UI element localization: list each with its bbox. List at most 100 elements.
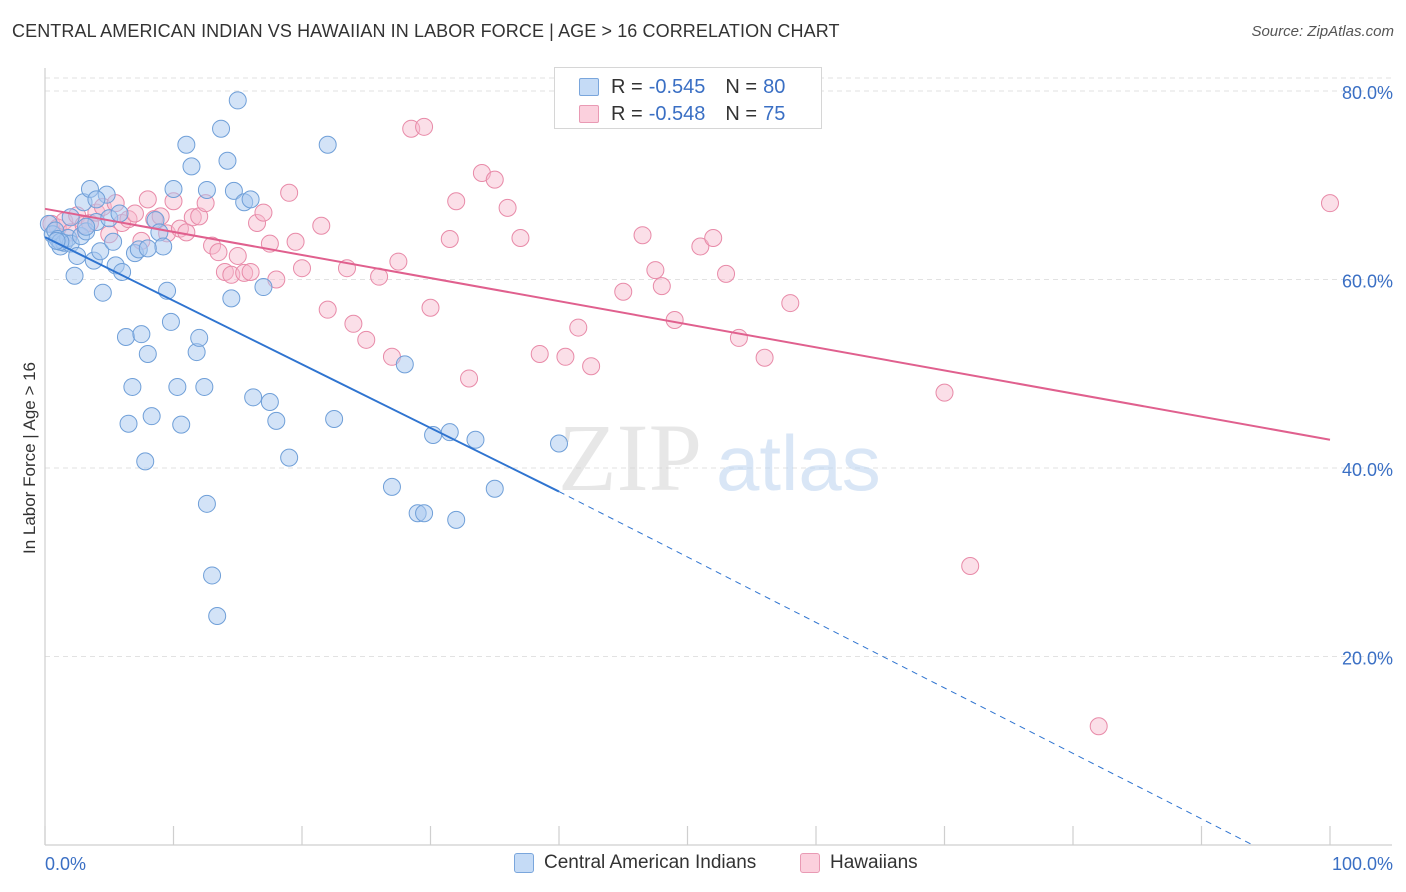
x-tick-label: 0.0% bbox=[45, 854, 86, 874]
legend-r-value: -0.548 bbox=[648, 102, 706, 125]
data-point-hawaiians bbox=[498, 198, 517, 217]
data-point-central-american-indians bbox=[177, 135, 196, 154]
data-point-central-american-indians bbox=[228, 91, 247, 110]
data-point-hawaiians bbox=[781, 294, 800, 313]
data-point-central-american-indians bbox=[116, 327, 135, 346]
data-point-hawaiians bbox=[691, 237, 710, 256]
trend-lines bbox=[44, 207, 1331, 846]
data-point-central-american-indians bbox=[244, 388, 263, 407]
data-point-hawaiians bbox=[209, 243, 228, 262]
legend-n-label: N = bbox=[725, 75, 758, 98]
data-point-central-american-indians bbox=[197, 494, 216, 513]
data-point-central-american-indians bbox=[119, 414, 138, 433]
data-point-central-american-indians bbox=[168, 377, 187, 396]
data-point-hawaiians bbox=[318, 300, 337, 319]
bottom-legend-item-central-american-indians[interactable]: Central American Indians bbox=[514, 852, 756, 874]
data-point-hawaiians bbox=[228, 246, 247, 265]
data-point-hawaiians bbox=[447, 192, 466, 211]
axis-labels: 20.0% 40.0% 60.0% 80.0% 0.0% 100.0% In Labor F… bbox=[20, 83, 1393, 874]
legend-n-value: 80 bbox=[763, 75, 786, 98]
bottom-legend-label: Central American Indians bbox=[544, 852, 757, 873]
data-point-central-american-indians bbox=[212, 119, 231, 138]
data-point-central-american-indians bbox=[466, 430, 485, 449]
data-point-hawaiians bbox=[286, 232, 305, 251]
data-point-central-american-indians bbox=[267, 411, 286, 430]
legend-n-value: 75 bbox=[763, 102, 786, 125]
data-point-hawaiians bbox=[646, 261, 665, 280]
data-point-central-american-indians bbox=[136, 452, 155, 471]
bottom-legend-label: Hawaiians bbox=[830, 852, 918, 873]
data-point-hawaiians bbox=[248, 213, 267, 232]
data-point-hawaiians bbox=[485, 170, 504, 189]
data-point-central-american-indians bbox=[138, 344, 157, 363]
data-point-central-american-indians bbox=[203, 566, 222, 585]
data-point-central-american-indians bbox=[550, 434, 568, 453]
legend-swatch-blue bbox=[579, 78, 599, 96]
data-point-central-american-indians bbox=[325, 409, 344, 428]
data-point-central-american-indians bbox=[447, 510, 466, 529]
data-point-central-american-indians bbox=[87, 190, 106, 209]
y-tick-label: 80.0% bbox=[1342, 83, 1393, 103]
data-point-hawaiians bbox=[440, 229, 459, 248]
data-point-hawaiians bbox=[704, 229, 723, 248]
data-point-hawaiians bbox=[961, 557, 980, 576]
data-point-hawaiians bbox=[1321, 194, 1339, 213]
data-point-central-american-indians bbox=[77, 217, 96, 236]
data-point-hawaiians bbox=[138, 190, 157, 209]
data-point-central-american-indians bbox=[208, 606, 227, 625]
y-axis-title: In Labor Force | Age > 16 bbox=[20, 362, 39, 554]
data-point-central-american-indians bbox=[224, 181, 243, 200]
watermark-atlas: atlas bbox=[716, 419, 881, 507]
data-point-central-american-indians bbox=[91, 242, 110, 261]
data-point-hawaiians bbox=[460, 369, 479, 388]
bottom-legend: Central American Indians Hawaiians bbox=[0, 852, 1406, 878]
data-point-hawaiians bbox=[415, 117, 434, 136]
data-point-central-american-indians bbox=[182, 157, 201, 176]
data-point-hawaiians bbox=[717, 264, 736, 283]
data-point-central-american-indians bbox=[138, 239, 157, 258]
legend-r-value: -0.545 bbox=[648, 75, 706, 98]
data-point-central-american-indians bbox=[93, 283, 112, 302]
legend-r-label: R = bbox=[611, 75, 643, 98]
data-point-hawaiians bbox=[125, 204, 144, 223]
watermark-zip: ZIP bbox=[558, 404, 702, 511]
data-point-central-american-indians bbox=[241, 190, 260, 209]
data-point-hawaiians bbox=[614, 282, 633, 301]
bottom-legend-item-hawaiians[interactable]: Hawaiians bbox=[800, 852, 918, 874]
legend-r-label: R = bbox=[611, 102, 643, 125]
data-point-hawaiians bbox=[293, 259, 311, 278]
data-point-hawaiians bbox=[183, 208, 202, 227]
data-point-central-american-indians bbox=[218, 151, 237, 170]
data-point-central-american-indians bbox=[222, 289, 241, 308]
data-point-central-american-indians bbox=[415, 504, 434, 523]
data-point-hawaiians bbox=[530, 344, 549, 363]
data-point-central-american-indians bbox=[280, 448, 299, 467]
data-point-central-american-indians bbox=[123, 377, 142, 396]
data-point-hawaiians bbox=[935, 383, 954, 402]
data-point-central-american-indians bbox=[142, 407, 161, 426]
data-point-hawaiians bbox=[511, 229, 530, 248]
y-tick-label: 40.0% bbox=[1342, 460, 1393, 480]
data-point-central-american-indians bbox=[197, 180, 216, 199]
bottom-legend-swatch-pink bbox=[800, 853, 820, 873]
watermark: ZIP atlas bbox=[558, 404, 881, 511]
data-point-central-american-indians bbox=[61, 208, 80, 227]
data-point-hawaiians bbox=[357, 330, 376, 349]
data-point-hawaiians bbox=[652, 277, 671, 296]
data-point-central-american-indians bbox=[104, 232, 123, 251]
data-point-central-american-indians bbox=[260, 393, 279, 412]
data-point-central-american-indians bbox=[172, 415, 191, 434]
trend-line-central-american-indians-extension bbox=[558, 491, 1254, 846]
data-point-hawaiians bbox=[569, 318, 588, 337]
chart-title: CENTRAL AMERICAN INDIAN VS HAWAIIAN IN L… bbox=[12, 21, 840, 41]
data-point-hawaiians bbox=[235, 263, 254, 282]
trend-line-central-american-indians bbox=[44, 236, 560, 493]
data-point-hawaiians bbox=[582, 357, 601, 376]
data-point-central-american-indians bbox=[318, 135, 337, 154]
data-point-hawaiians bbox=[556, 347, 575, 366]
x-tick-label: 100.0% bbox=[1332, 854, 1393, 874]
data-point-central-american-indians bbox=[485, 479, 504, 498]
axis-layer bbox=[44, 68, 1392, 846]
data-point-central-american-indians bbox=[132, 325, 151, 344]
